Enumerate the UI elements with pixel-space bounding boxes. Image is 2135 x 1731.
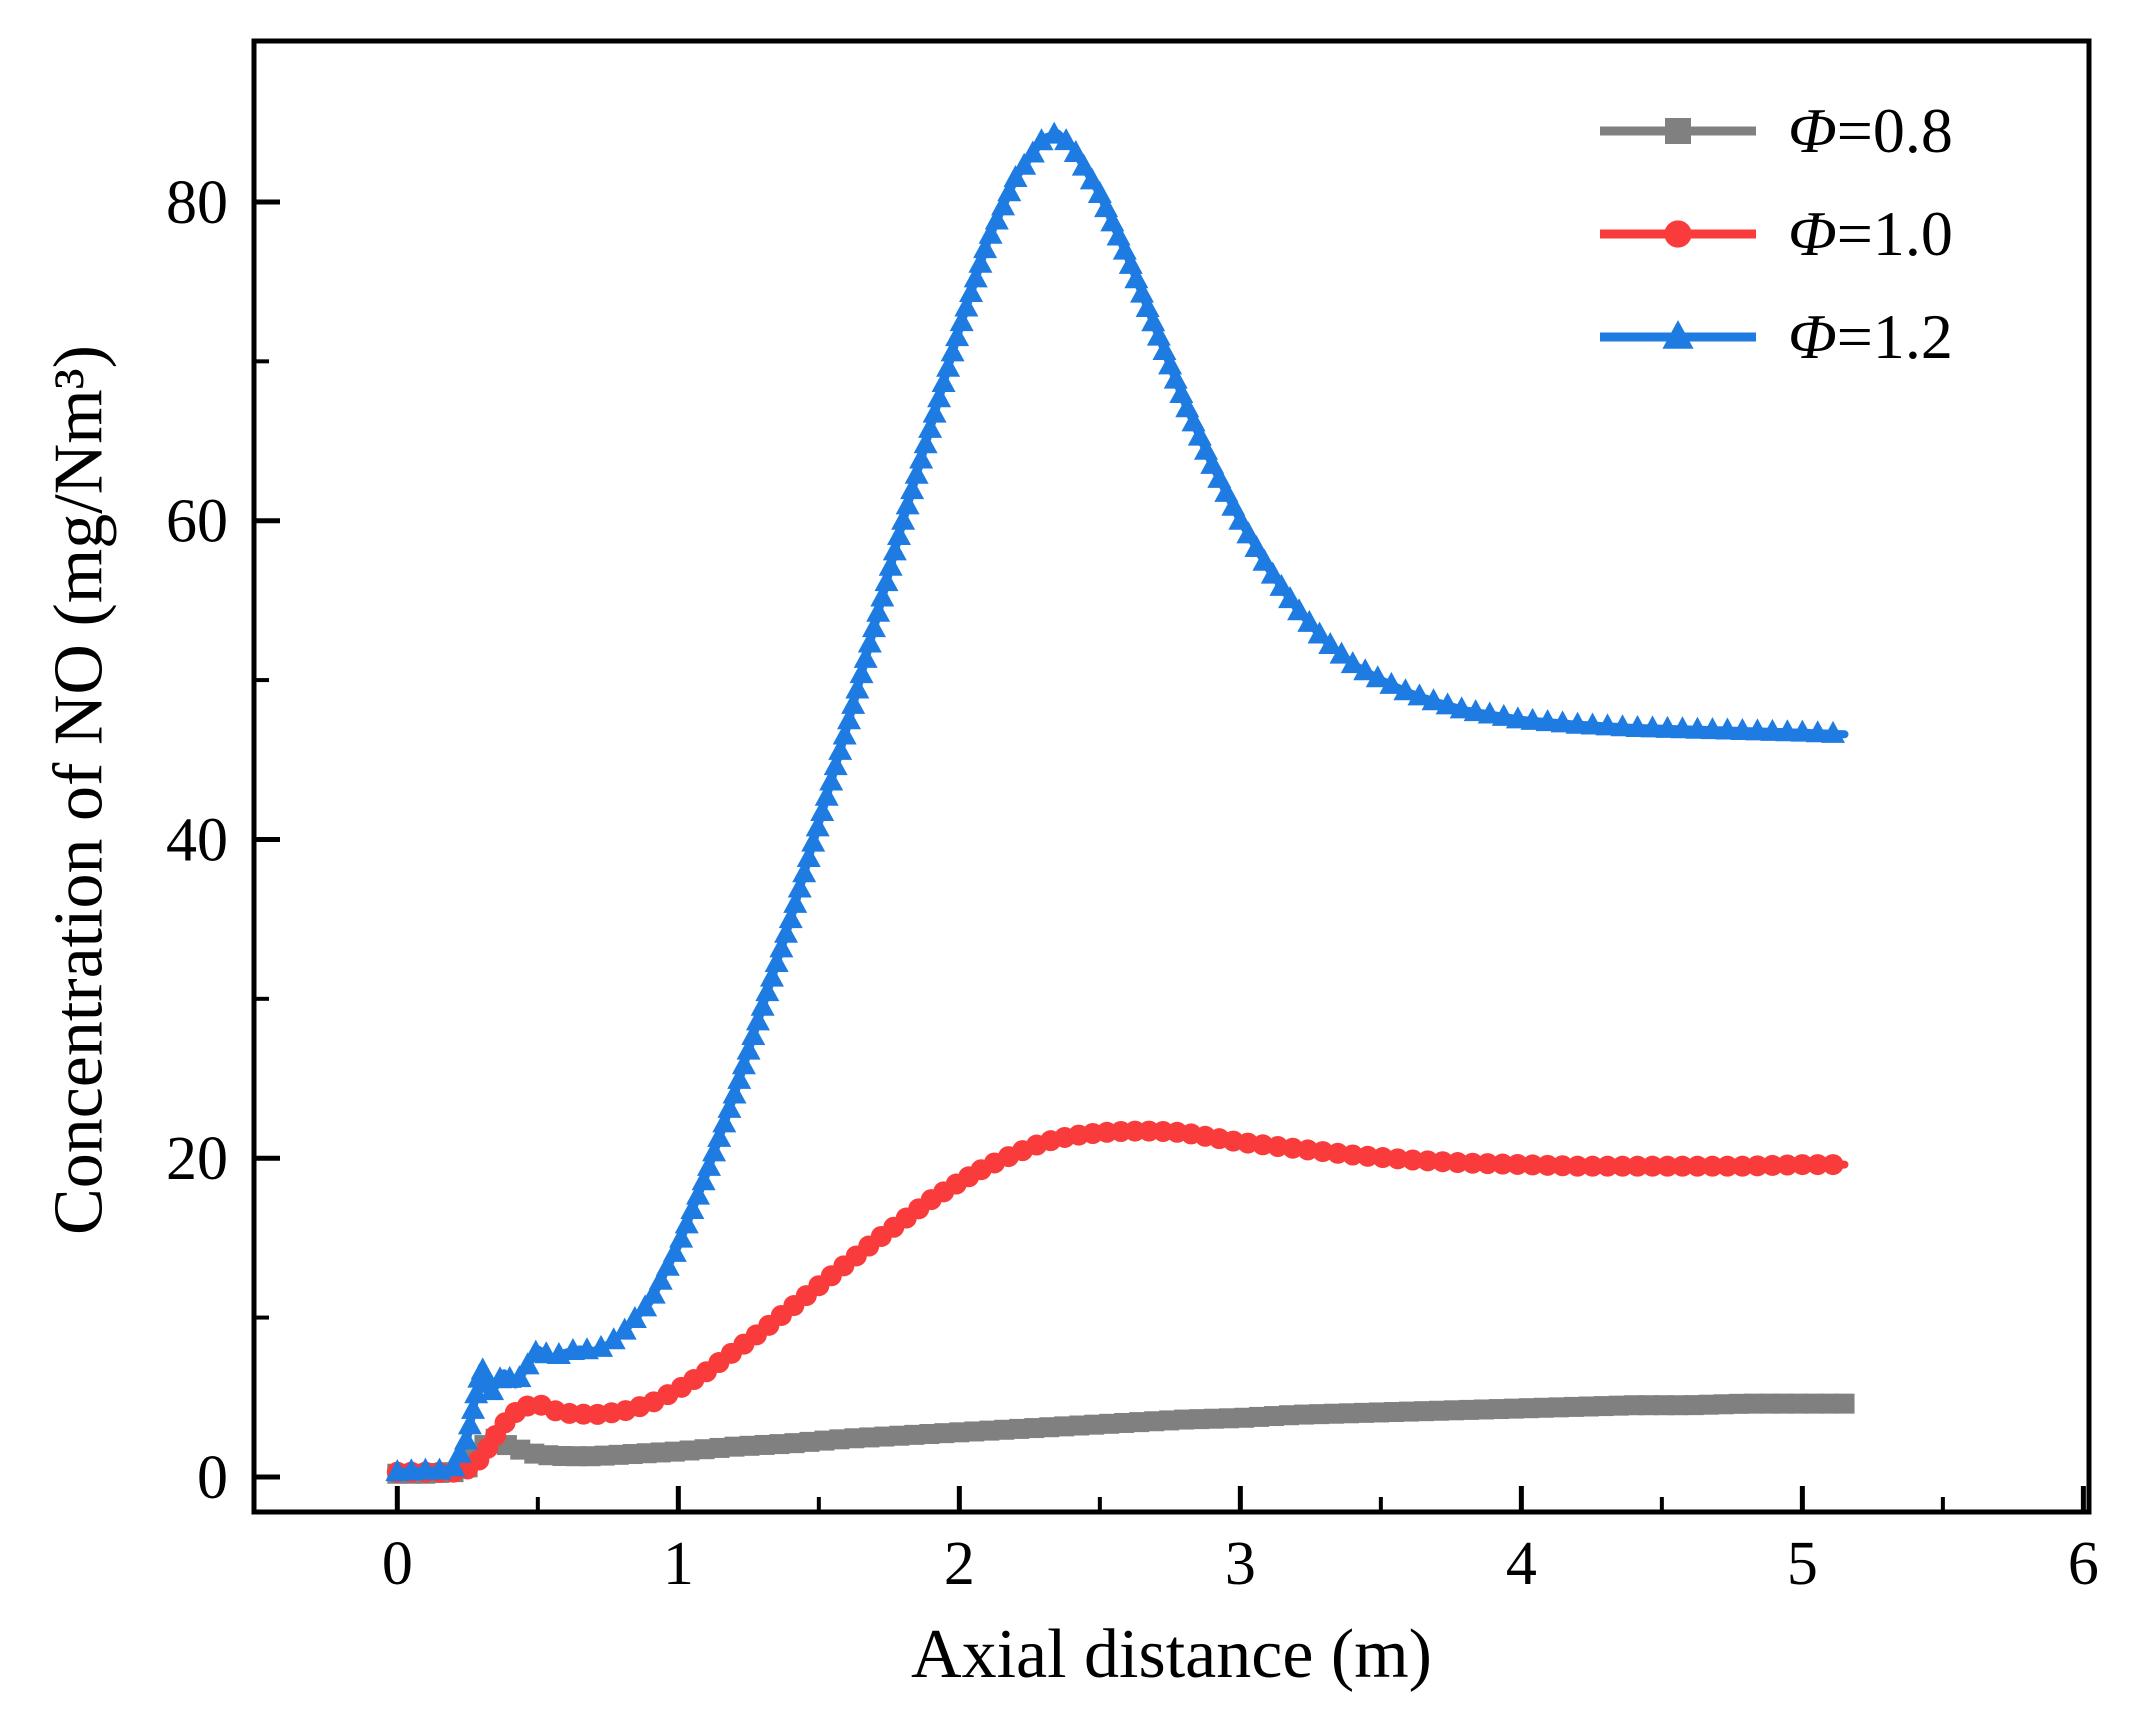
legend-key-triangle-icon: [1600, 320, 1756, 349]
svg-text:0: 0: [382, 1530, 413, 1598]
svg-text:6: 6: [2068, 1530, 2099, 1598]
y-axis-title: Concentration of NO (mg/Nm³): [40, 345, 118, 1235]
legend-label: Φ=1.0: [1788, 198, 1953, 269]
svg-text:2: 2: [944, 1530, 975, 1598]
svg-text:60: 60: [166, 488, 228, 556]
svg-text:1: 1: [663, 1530, 694, 1598]
svg-text:0: 0: [197, 1444, 228, 1512]
x-axis-title: Axial distance (m): [911, 1616, 1432, 1693]
legend-key-square-icon: [1600, 118, 1756, 144]
legend-item-phi-0.8: Φ=0.8: [1596, 95, 1953, 166]
svg-text:80: 80: [166, 169, 228, 237]
legend: Φ=0.8 Φ=1.0 Φ=1.2: [1596, 95, 1953, 405]
svg-text:5: 5: [1787, 1530, 1818, 1598]
legend-label: Φ=0.8: [1788, 95, 1953, 166]
svg-text:40: 40: [166, 806, 228, 874]
legend-key-circle-icon: [1600, 220, 1756, 248]
legend-label: Φ=1.2: [1788, 301, 1953, 372]
legend-item-phi-1.2: Φ=1.2: [1596, 301, 1953, 372]
svg-text:3: 3: [1225, 1530, 1256, 1598]
legend-item-phi-1.0: Φ=1.0: [1596, 198, 1953, 269]
svg-text:4: 4: [1506, 1530, 1537, 1598]
svg-text:20: 20: [166, 1125, 228, 1193]
